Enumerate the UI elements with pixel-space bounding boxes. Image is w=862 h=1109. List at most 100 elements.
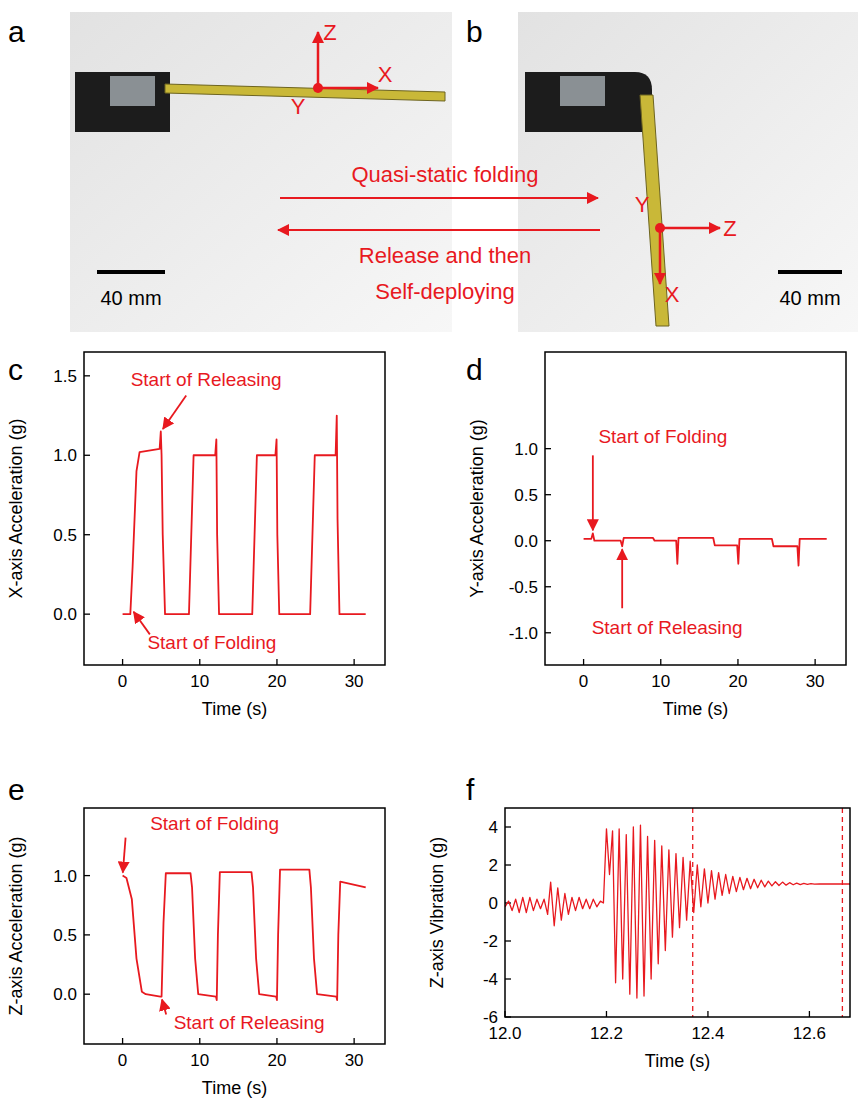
x-tick <box>276 659 277 665</box>
y-tick-label: 0.5 <box>53 926 77 945</box>
annotation: Start of Folding <box>150 813 279 834</box>
y-tick-label: 1.0 <box>53 867 77 886</box>
scale-bar-label: 40 mm <box>100 287 161 309</box>
reference-line <box>842 808 843 1017</box>
x-tick-label: 10 <box>651 672 670 691</box>
panel-letter: e <box>8 773 25 806</box>
y-tick <box>505 940 511 941</box>
y-tick-label: 0 <box>489 894 498 913</box>
photo-background <box>518 12 858 332</box>
transition-label: Self-deploying <box>375 279 514 304</box>
y-tick <box>84 614 90 615</box>
annotation-arrow <box>163 395 186 429</box>
y-tick-label: -2 <box>483 932 498 951</box>
y-tick <box>545 494 551 495</box>
y-tick <box>545 586 551 587</box>
transition-label: Quasi-static folding <box>351 162 538 187</box>
y-tick <box>84 375 90 376</box>
axis-arrow <box>659 228 662 284</box>
x-tick <box>353 659 354 665</box>
panel-letter: b <box>466 15 483 48</box>
data-line <box>505 825 850 998</box>
x-tick-label: 10 <box>190 1051 209 1070</box>
y-tick <box>505 978 511 979</box>
tape <box>110 76 155 106</box>
figure: ZYX40 mmaYZX40 mmbQuasi-static foldingRe… <box>0 0 862 1109</box>
panel-letter: a <box>8 15 25 48</box>
plot-frame <box>505 808 850 1017</box>
plot-area <box>123 870 366 1000</box>
scale-bar <box>778 270 842 274</box>
x-axis-title: Time (s) <box>645 1051 710 1071</box>
x-tick-label: 12.4 <box>691 1024 724 1043</box>
x-tick-label: 20 <box>728 672 747 691</box>
x-tick <box>276 1038 277 1044</box>
x-tick-label: 0 <box>118 672 127 691</box>
panel-letter: c <box>8 353 23 386</box>
y-tick-label: -6 <box>483 1008 498 1027</box>
axis-label: X <box>378 62 393 87</box>
chart-panel: e01020300.00.51.0Time (s)Z-axis Accelera… <box>6 773 385 1098</box>
chart-panel: f12.012.212.412.6-6-4-2024Time (s)Z-axis… <box>427 773 850 1071</box>
y-tick-label: -1.0 <box>509 624 538 643</box>
x-axis-title: Time (s) <box>663 699 728 719</box>
annotation: Start of Releasing <box>592 617 743 638</box>
y-axis-title: X-axis Acceleration (g) <box>6 418 26 598</box>
chart-panel: d 0 10 20 30 -1.0 -0.5 0.0 0.5 1.0 Time (s) Y-axis … <box>466 352 846 719</box>
y-tick <box>84 994 90 995</box>
x-tick-label: 30 <box>345 1051 364 1070</box>
annotation: Start of Folding <box>147 632 276 653</box>
x-tick <box>737 659 738 665</box>
transition-arrow <box>280 197 598 199</box>
x-tick-label: 10 <box>190 672 209 691</box>
x-tick-label: 30 <box>345 672 364 691</box>
y-axis-title: Z-axis Vibration (g) <box>427 837 447 989</box>
panel-letter: f <box>466 773 475 806</box>
plot-frame <box>545 352 846 665</box>
annotation-arrow <box>134 612 150 635</box>
y-tick <box>84 875 90 876</box>
y-tick-label: 0.0 <box>514 532 538 551</box>
axis-label: Z <box>323 20 336 45</box>
axis-label: X <box>665 282 680 307</box>
y-tick <box>505 826 511 827</box>
clamp <box>75 72 170 132</box>
panel-letter: d <box>466 353 483 386</box>
annotation-arrow <box>592 455 594 530</box>
annotation-arrow <box>621 549 623 608</box>
x-tick-label: 20 <box>267 1051 286 1070</box>
annotation: Start of Folding <box>598 426 727 447</box>
y-axis-title: Y-axis Acceleration (g) <box>467 419 487 597</box>
y-tick-label: 0.5 <box>53 526 77 545</box>
axis-label: Y <box>635 192 650 217</box>
x-tick-label: 0 <box>579 672 588 691</box>
x-tick <box>583 659 584 665</box>
y-tick <box>505 864 511 865</box>
y-tick-label: 0.0 <box>53 985 77 1004</box>
y-tick <box>545 632 551 633</box>
y-tick-label: 1.0 <box>53 446 77 465</box>
transition-label: Release and then <box>359 243 531 268</box>
plot-frame <box>84 352 385 665</box>
y-tick-label: -0.5 <box>509 578 538 597</box>
plot-area <box>584 533 827 565</box>
y-tick-label: 0.5 <box>514 486 538 505</box>
x-axis-title: Time (s) <box>202 699 267 719</box>
x-axis-title: Time (s) <box>202 1078 267 1098</box>
y-tick <box>545 448 551 449</box>
x-tick-label: 30 <box>806 672 825 691</box>
plot-frame <box>84 808 385 1044</box>
axis-arrow <box>317 32 320 88</box>
y-tick-label: 1.0 <box>514 440 538 459</box>
annotation-arrow <box>123 838 126 873</box>
axis-arrow <box>318 87 378 90</box>
transition-arrow <box>278 229 600 231</box>
x-tick <box>199 659 200 665</box>
y-tick-label: 2 <box>489 856 498 875</box>
tape <box>560 76 605 106</box>
y-tick-label: -4 <box>483 970 498 989</box>
data-line <box>123 870 366 1000</box>
data-line <box>123 416 366 615</box>
plot-area <box>505 808 850 1017</box>
y-tick <box>545 540 551 541</box>
